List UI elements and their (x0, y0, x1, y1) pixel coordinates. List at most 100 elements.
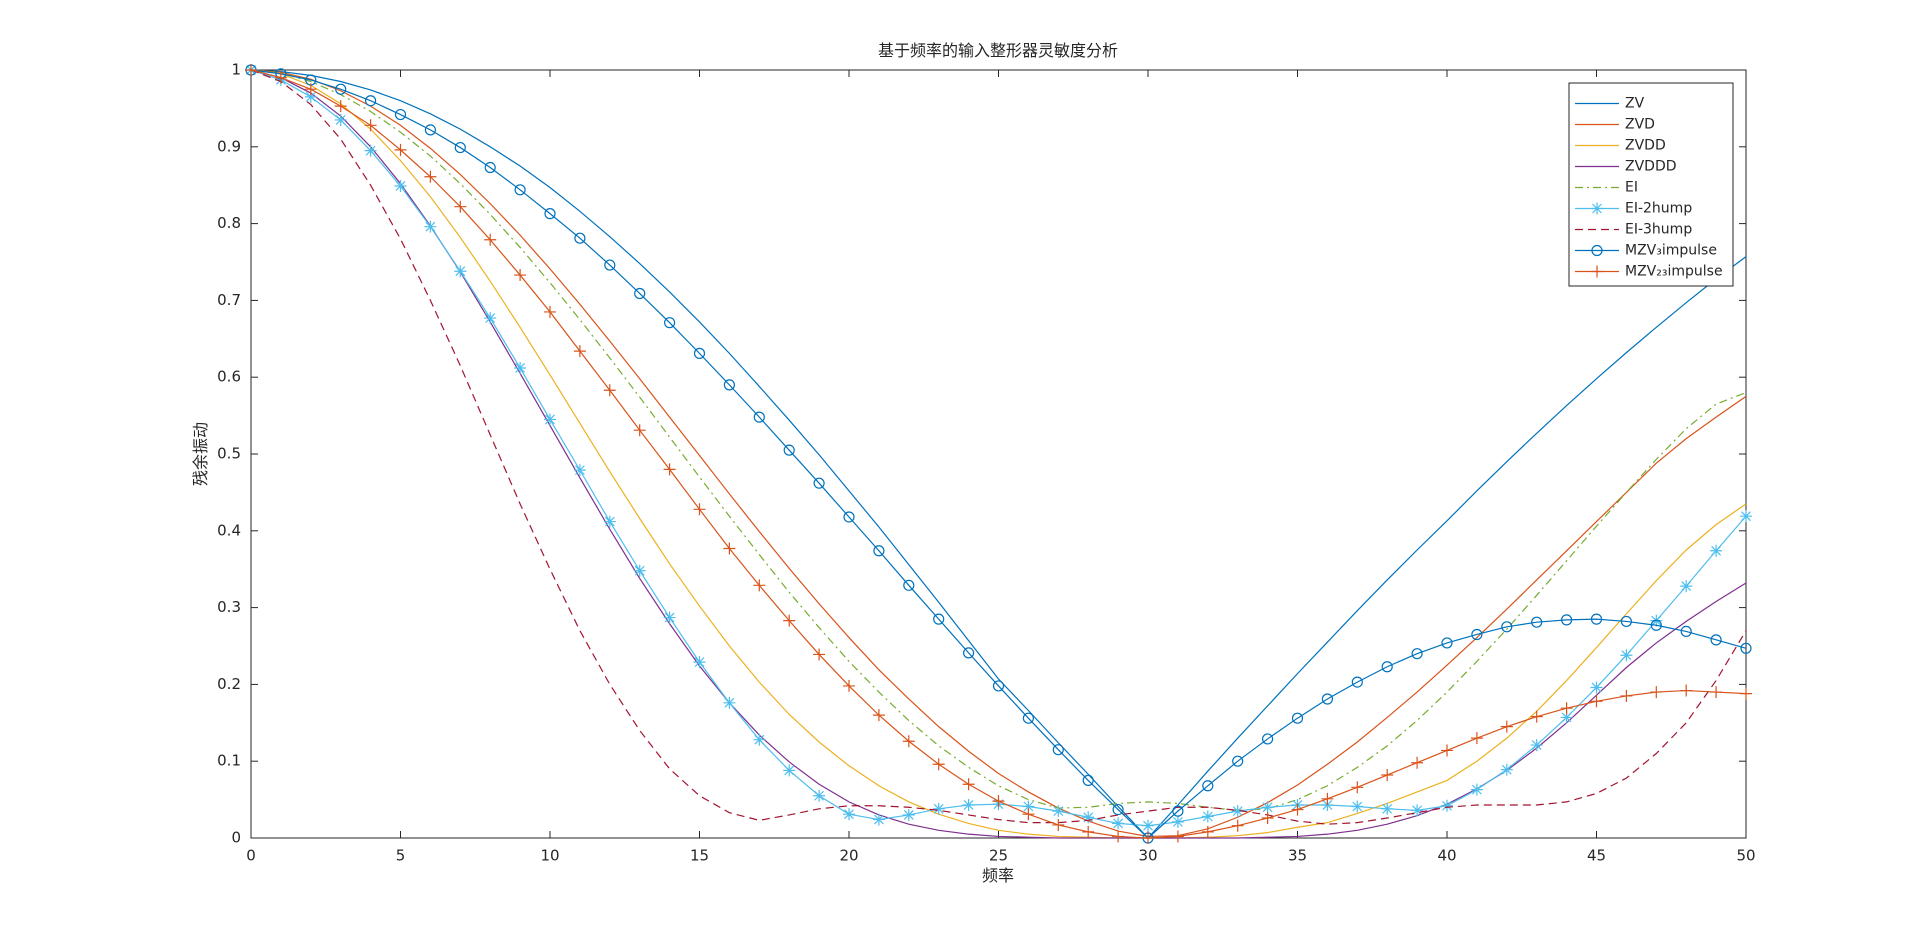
marker (573, 464, 586, 477)
marker (1500, 763, 1513, 776)
marker (335, 83, 347, 95)
marker (1171, 830, 1184, 843)
series-line (250, 69, 1747, 838)
legend-label: MZV₂₃impulse (1625, 264, 1723, 280)
marker (753, 733, 766, 746)
marker (1082, 825, 1095, 838)
x-tick-label: 35 (1288, 847, 1307, 865)
marker (1142, 832, 1154, 844)
marker (1232, 755, 1244, 767)
marker (1381, 802, 1394, 815)
marker (873, 545, 885, 557)
marker (1112, 830, 1125, 843)
marker (634, 287, 646, 300)
y-tick-label: 1 (231, 61, 241, 79)
marker (1560, 711, 1573, 724)
marker (693, 656, 706, 669)
marker (514, 361, 527, 374)
marker (1650, 686, 1663, 699)
series-markers (245, 64, 1752, 844)
marker (484, 312, 497, 325)
marker (304, 83, 317, 96)
marker (365, 95, 377, 107)
x-tick-label: 5 (396, 847, 406, 865)
marker (753, 579, 766, 592)
y-tick-label: 0.1 (217, 752, 241, 770)
y-tick-label: 0.3 (217, 598, 241, 616)
marker (1740, 687, 1752, 700)
marker (932, 758, 945, 771)
marker (1171, 815, 1184, 828)
marker (843, 808, 855, 821)
marker (424, 170, 437, 183)
x-tick-label: 15 (690, 847, 709, 865)
marker (1381, 661, 1393, 673)
x-tick-label: 45 (1587, 847, 1606, 865)
marker (544, 208, 556, 220)
marker (783, 614, 796, 627)
marker (454, 200, 467, 213)
marker (962, 647, 975, 659)
marker (1052, 744, 1064, 756)
marker (394, 143, 407, 156)
marker (1531, 616, 1543, 628)
marker (1590, 613, 1603, 625)
marker (1470, 783, 1483, 796)
y-tick-label: 0.5 (217, 445, 241, 463)
marker (902, 808, 915, 821)
y-axis-label: 残余振动 (191, 422, 210, 486)
marker (603, 515, 616, 528)
legend-label: EI (1625, 180, 1638, 196)
x-tick-label: 25 (989, 847, 1008, 865)
marker (1620, 615, 1633, 628)
marker (932, 802, 945, 815)
marker (813, 648, 826, 661)
legend-label: ZVDDD (1625, 159, 1677, 175)
marker (334, 100, 347, 113)
marker (962, 798, 975, 811)
legend: ZV ZVD ZVDD ZVDDD EI EI-2hump EI-3hump MZV₃impu… (1568, 82, 1734, 287)
marker (843, 511, 855, 523)
marker (1351, 781, 1364, 794)
marker (1261, 812, 1274, 825)
marker (1680, 625, 1692, 638)
marker (454, 265, 467, 278)
marker (1112, 803, 1124, 816)
marker (1590, 681, 1603, 694)
marker (484, 161, 496, 174)
marker (1710, 634, 1722, 646)
marker (1620, 649, 1633, 662)
marker (1680, 580, 1693, 593)
marker (783, 764, 796, 777)
marker (544, 413, 556, 426)
marker (1500, 720, 1513, 733)
marker (813, 789, 826, 802)
marker (933, 613, 945, 625)
y-tick-label: 0.8 (217, 214, 241, 232)
marker (1202, 780, 1214, 792)
marker (1291, 803, 1304, 816)
marker (1530, 739, 1543, 752)
marker (1740, 642, 1752, 654)
marker (1411, 804, 1424, 817)
y-tick-label: 0.4 (217, 521, 241, 539)
marker (663, 611, 676, 624)
marker (1411, 756, 1424, 769)
marker (723, 379, 736, 391)
marker (1022, 712, 1035, 724)
legend-label: ZVDD (1625, 138, 1666, 154)
legend-marker (1591, 244, 1603, 257)
series-markers (245, 64, 1752, 844)
x-tick-label: 40 (1437, 847, 1456, 865)
marker (1560, 614, 1573, 626)
y-tick-label: 0 (231, 829, 241, 847)
marker (1620, 689, 1633, 702)
marker (1052, 805, 1065, 818)
marker (1740, 510, 1752, 523)
series-line (250, 69, 1747, 839)
legend-label: MZV₃impulse (1625, 243, 1717, 259)
marker (573, 345, 586, 358)
marker (872, 813, 885, 826)
marker (1351, 676, 1363, 688)
y-tick-label: 0.2 (217, 675, 241, 693)
